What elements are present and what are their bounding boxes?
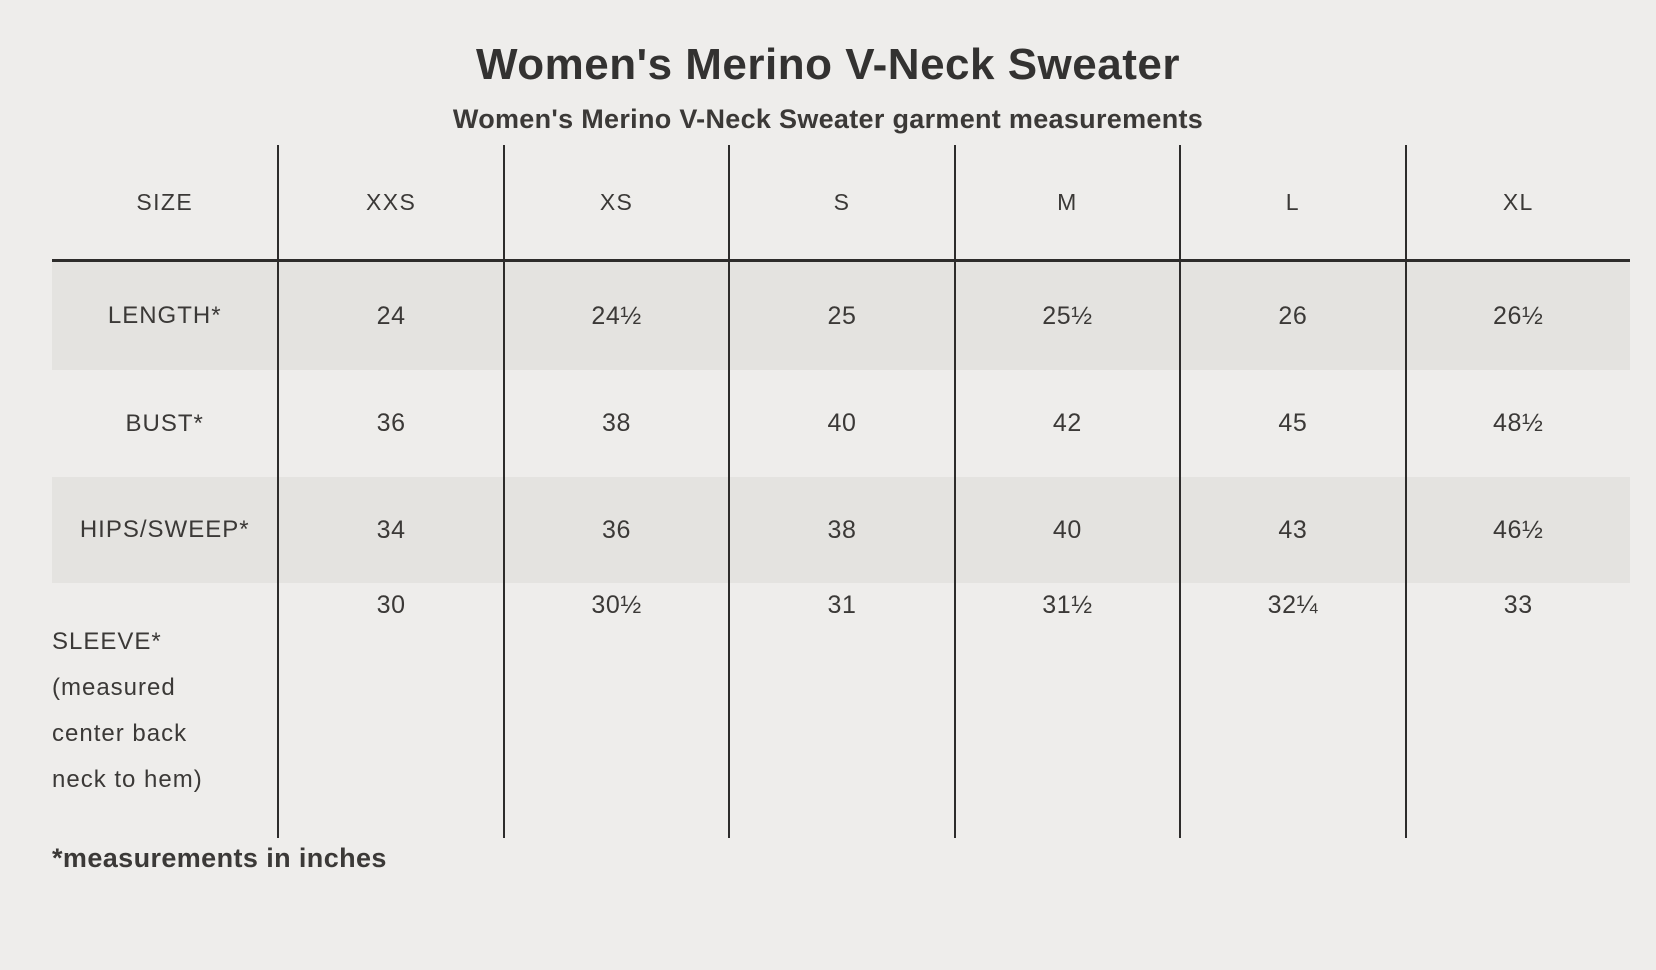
sleeve-l-cell: 32¼ [1179,583,1404,838]
row-label-bust: BUST* [125,409,204,437]
table-row-length: LENGTH* 24 24½ 25 25½ 26 26½ [52,262,1630,370]
bust-l-cell: 45 [1179,370,1404,477]
row-label-sleeve: SLEEVE* (measured center back neck to he… [52,583,277,838]
measurements-footnote: *measurements in inches [52,843,387,873]
hips-l-cell: 43 [1179,477,1404,583]
bust-s-cell: 40 [728,370,953,477]
sleeve-s-cell: 31 [728,583,953,838]
sleeve-xl-cell: 33 [1404,583,1630,838]
length-xs-cell: 24½ [502,262,728,370]
bust-xl-cell: 48½ [1404,370,1630,477]
table-header-row: SIZE XXS XS S M L XL [52,145,1630,262]
sleeve-m-cell: 31½ [953,583,1179,838]
size-chart-table: SIZE XXS XS S M L XL LENGTH* 24 24½ 25 2… [52,145,1630,838]
bust-xs-cell: 38 [502,370,728,477]
table-row-hips-sweep: HIPS/SWEEP* 34 36 38 40 43 46½ [52,477,1630,583]
sleeve-xxs-cell: 30 [277,583,502,838]
length-xxs-cell: 24 [277,262,502,370]
length-m-cell: 25½ [953,262,1179,370]
bust-xxs-cell: 36 [277,370,502,477]
bust-m-cell: 42 [953,370,1179,477]
hips-xl-cell: 46½ [1404,477,1630,583]
header-cell-xxs: XXS [277,145,502,259]
sleeve-xs-cell: 30½ [502,583,728,838]
length-l-cell: 26 [1179,262,1404,370]
hips-m-cell: 40 [953,477,1179,583]
header-cell-xl: XL [1404,145,1630,259]
header-cell-l: L [1179,145,1404,259]
table-row-bust: BUST* 36 38 40 42 45 48½ [52,370,1630,477]
length-xl-cell: 26½ [1404,262,1630,370]
row-label-hips-sweep: HIPS/SWEEP* [79,516,250,543]
page-subtitle: Women's Merino V-Neck Sweater garment me… [452,104,1204,134]
header-cell-size: SIZE [136,188,194,215]
header-cell-m: M [953,145,1179,259]
sleeve-note-line-1: (measured [52,673,176,701]
length-s-cell: 25 [728,262,953,370]
hips-xxs-cell: 34 [277,477,502,583]
page-title: Women's Merino V-Neck Sweater [476,40,1180,89]
sleeve-note-line-3: neck to hem) [52,765,203,793]
row-label-length: LENGTH* [107,302,222,329]
sleeve-label: SLEEVE* [52,627,162,655]
hips-s-cell: 38 [728,477,953,583]
header-cell-s: S [728,145,953,259]
sleeve-note-line-2: center back [52,719,188,747]
table-row-sleeve: SLEEVE* (measured center back neck to he… [52,583,1630,838]
hips-xs-cell: 36 [502,477,728,583]
header-cell-xs: XS [502,145,728,259]
